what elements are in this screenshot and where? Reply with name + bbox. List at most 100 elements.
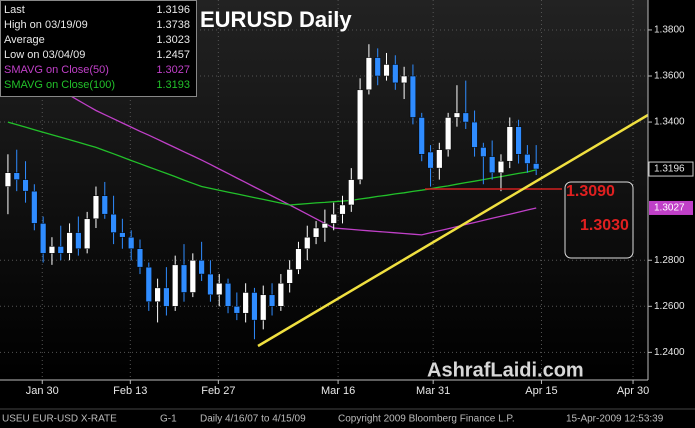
legend-label: SMAVG on Close(100): [4, 79, 115, 91]
info-label: Last: [4, 4, 25, 16]
candle-body: [348, 179, 355, 206]
candle-body: [172, 264, 179, 307]
candle-body: [260, 294, 267, 321]
info-value: 1.3196: [156, 4, 190, 16]
candle-body: [436, 149, 443, 169]
info-label: Low on 03/04/09: [4, 49, 85, 61]
info-value: 1.3738: [156, 19, 190, 31]
x-tick-label: Mar 31: [416, 385, 450, 397]
legend-label: SMAVG on Close(50): [4, 64, 109, 76]
footer-text: Copyright 2009 Bloomberg Finance L.P.: [338, 414, 515, 425]
candle-body: [189, 259, 196, 293]
candle-body: [506, 126, 513, 162]
candle-body: [119, 232, 126, 238]
info-label: Average: [4, 34, 45, 46]
candle-body: [207, 273, 214, 296]
footer-text: 15-Apr-2009 12:53:39: [566, 414, 664, 425]
annotation-box: [564, 181, 634, 259]
candle-body: [497, 160, 505, 173]
candle-body: [216, 283, 223, 296]
footer: USEU EUR-USD X-RATE G-1 Daily 4/16/07 to 4…: [2, 414, 664, 425]
footer-text: G-1: [160, 414, 177, 425]
candle-body: [330, 213, 337, 224]
candle-body: [110, 213, 117, 233]
y-tick-label: 1.3400: [654, 117, 685, 128]
footer-text: USEU EUR-USD X-RATE: [2, 414, 117, 425]
y-tick-label: 1.3800: [654, 25, 685, 36]
x-tick-label: Jan 30: [26, 385, 59, 397]
candle-body: [524, 154, 531, 164]
candle-body: [374, 57, 381, 77]
candle-body: [66, 232, 73, 254]
info-value: 1.2457: [156, 49, 190, 61]
candle-body: [268, 294, 276, 307]
candle-body: [224, 283, 232, 307]
x-tick-label: Feb 13: [113, 385, 147, 397]
candle-body: [312, 227, 320, 238]
sma-flag: [649, 200, 693, 215]
candle-body: [409, 75, 417, 118]
candle-body: [233, 306, 240, 314]
candle-body: [31, 190, 38, 224]
y-tick-label: 1.2800: [654, 255, 685, 266]
candle-body: [339, 204, 346, 215]
candle-body: [251, 292, 258, 321]
candle-body: [453, 112, 461, 118]
candle-body: [365, 57, 373, 91]
axis-labels: 1.3800 1.3600 1.3400 1.2800 1.2600 1.2400 Jan …: [26, 25, 694, 397]
candle-body: [198, 259, 205, 275]
candle-body: [22, 179, 29, 192]
x-tick-label: Apr 15: [525, 385, 557, 397]
chart-title: EURUSD Daily: [200, 7, 352, 32]
candle-body: [427, 151, 434, 169]
annotation: 1.3090: [566, 183, 615, 200]
annotation: 1.3030: [580, 217, 629, 234]
footer-bar: [0, 409, 695, 428]
candle-body: [356, 89, 364, 180]
candle-body: [295, 248, 302, 270]
y-tick-label: 1.3600: [654, 71, 685, 82]
x-tick-label: Mar 16: [321, 385, 355, 397]
candle-body: [489, 156, 496, 173]
candle-body: [321, 223, 328, 229]
candle-body: [40, 223, 47, 254]
info-value: 1.3023: [156, 34, 190, 46]
candle-body: [92, 195, 100, 220]
candle-body: [180, 264, 188, 293]
candle-body: [383, 64, 390, 77]
y-tick-label: 1.2600: [654, 301, 685, 312]
candle-body: [401, 75, 408, 84]
candle-body: [4, 172, 12, 187]
candle-body: [84, 218, 91, 249]
candle-body: [75, 232, 82, 249]
candle-body: [154, 287, 161, 302]
candle-body: [286, 269, 293, 284]
candle-body: [277, 283, 284, 307]
watermark: AshrafLaidi.com: [427, 359, 584, 381]
x-tick-label: Feb 27: [201, 385, 235, 397]
candle-body: [418, 117, 425, 155]
candle-body: [304, 236, 311, 249]
candle-body: [57, 246, 64, 254]
candles: [4, 44, 540, 340]
candle-body: [101, 195, 108, 215]
info-panel: [0, 0, 197, 97]
sma-line: [7, 121, 537, 206]
moving-averages: [7, 54, 537, 236]
candle-body: [480, 147, 487, 157]
candle-body: [48, 246, 56, 254]
last-price-flag: [648, 161, 694, 177]
x-tick-label: Apr 30: [617, 385, 649, 397]
candle-body: [462, 112, 469, 123]
sma-flag-label: 1.3027: [654, 203, 685, 214]
info-rows: Last 1.3196 High on 03/19/09 1.3738 Average 1…: [4, 4, 190, 91]
info-label: High on 03/19/09: [4, 19, 88, 31]
candle-body: [145, 266, 152, 302]
candle-body: [471, 121, 478, 148]
trend-line: [257, 113, 649, 348]
candle-body: [163, 287, 170, 307]
candle-body: [136, 248, 144, 268]
candle-body: [242, 292, 249, 314]
candle-body: [533, 163, 540, 170]
